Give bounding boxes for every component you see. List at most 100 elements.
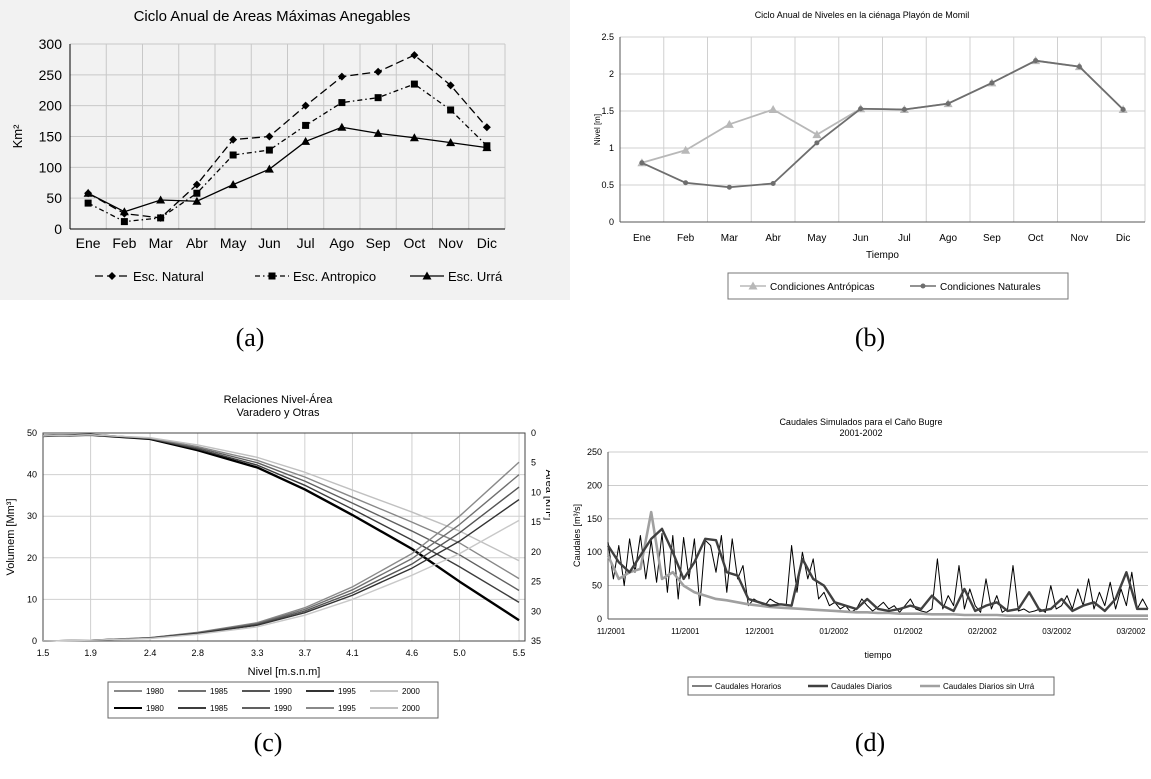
chart-a-xtick-label: Sep xyxy=(366,235,391,251)
chart-a-point xyxy=(157,214,165,222)
chart-c-area-line-2000 xyxy=(42,434,520,562)
chart-c-y2tick-label: 15 xyxy=(531,517,541,527)
chart-b-point xyxy=(1033,58,1039,64)
chart-b-xtick-label: Ene xyxy=(633,233,651,244)
chart-c-xtick-label: 4.1 xyxy=(346,648,359,658)
chart-d-svg: Caudales Simulados para el Caño Bugre200… xyxy=(572,417,1149,696)
chart-c-y2tick-label: 25 xyxy=(531,577,541,587)
chart-b-xlabel: Tiempo xyxy=(866,250,899,261)
chart-c-legend-label: 1995 xyxy=(338,704,356,713)
chart-d-series-line-1 xyxy=(606,527,1148,613)
chart-a-point xyxy=(482,123,491,132)
chart-a-point xyxy=(301,136,311,145)
chart-a-point xyxy=(228,180,238,189)
chart-a-point xyxy=(482,143,492,152)
chart-a-point xyxy=(83,188,93,197)
chart-b-xtick-label: Nov xyxy=(1070,233,1088,244)
chart-c-area-line-1995 xyxy=(42,434,520,580)
chart-d-ytick-label: 0 xyxy=(597,614,602,624)
chart-c-legend-label: 1985 xyxy=(210,687,228,696)
chart-d-xtick-label: 11/2001 xyxy=(671,627,700,636)
chart-c-legend-label: 1990 xyxy=(274,687,292,696)
chart-a-point xyxy=(265,146,273,154)
chart-a-point xyxy=(192,180,201,189)
chart-c-volume-line-2000 xyxy=(42,519,520,642)
chart-c-legend-label: 1985 xyxy=(210,704,228,713)
chart-a-xtick-label: Ene xyxy=(76,235,101,251)
chart-a-point xyxy=(446,81,455,90)
chart-a-xtick-label: Oct xyxy=(403,235,425,251)
chart-c-y2label: Área [km²] xyxy=(543,470,550,521)
chart-b-legend-marker xyxy=(920,283,926,289)
chart-b-point xyxy=(681,145,691,154)
chart-d-xtick-label: 03/2002 xyxy=(1117,627,1146,636)
chart-c-xtick-label: 3.7 xyxy=(299,648,312,658)
chart-a-series-line-0 xyxy=(87,54,488,219)
chart-d-xlabel: tiempo xyxy=(864,650,891,660)
chart-c-ytick-label: 0 xyxy=(32,636,37,646)
chart-b-legend-label: Condiciones Naturales xyxy=(940,282,1041,293)
chart-a-legend-marker xyxy=(108,272,116,280)
chart-a-point xyxy=(84,199,92,207)
chart-c-y2tick-label: 35 xyxy=(531,636,541,646)
chart-c-xtick-label: 3.3 xyxy=(251,648,264,658)
chart-b-point xyxy=(683,180,689,186)
chart-a-point xyxy=(302,121,310,129)
chart-d-ytick-label: 150 xyxy=(587,514,602,524)
chart-b-legend-box xyxy=(727,272,1069,300)
chart-b-title-line-0: Ciclo Anual de Niveles en la ciénaga Pla… xyxy=(755,10,970,20)
chart-d-xtick-label: 11/2001 xyxy=(597,627,626,636)
chart-a-title-line-0: Ciclo Anual de Areas Máximas Anegables xyxy=(134,8,411,25)
chart-b-xtick-label: Feb xyxy=(677,233,695,244)
chart-a-point xyxy=(192,196,202,205)
chart-c-level-area-relations: Relaciones Nivel-Área Varadero y Otras 0 10… xyxy=(0,385,550,725)
chart-c-xtick-label: 4.6 xyxy=(406,648,419,658)
chart-a-xtick-label: Jul xyxy=(297,235,315,251)
chart-a-point xyxy=(410,80,418,88)
chart-b-ytick-label: 2 xyxy=(609,69,614,79)
chart-b-point xyxy=(814,140,820,146)
caption-a: (a) xyxy=(235,323,265,352)
chart-d-ytick-label: 200 xyxy=(587,480,602,490)
chart-a-point xyxy=(229,151,237,159)
chart-a-xtick-label: Mar xyxy=(149,235,173,251)
chart-a-point xyxy=(446,138,456,147)
chart-a-legend-marker xyxy=(422,271,432,280)
chart-b-point xyxy=(989,80,995,86)
chart-c-y2tick-label: 10 xyxy=(531,487,541,497)
chart-a-ytick-label: 0 xyxy=(54,221,62,237)
chart-c-y2tick-label: 0 xyxy=(531,428,536,438)
chart-a-ytick-label: 50 xyxy=(46,190,62,206)
chart-b-xtick-label: Mar xyxy=(721,233,739,244)
chart-a-point xyxy=(301,101,310,110)
chart-c-ytick-label: 30 xyxy=(27,511,37,521)
chart-c-legend-label: 1980 xyxy=(146,687,164,696)
chart-c-area-line-1985 xyxy=(42,434,520,603)
chart-d-xtick-label: 01/2002 xyxy=(819,627,848,636)
chart-b-ytick-label: 1 xyxy=(609,143,614,153)
chart-a-ytick-label: 100 xyxy=(39,159,63,175)
chart-b-svg: Ciclo Anual de Niveles en la ciénaga Pla… xyxy=(593,10,1146,300)
chart-b-ylabel: Nivel [m] xyxy=(593,114,602,145)
chart-a-xtick-label: Nov xyxy=(438,235,463,251)
chart-b-point xyxy=(858,106,864,112)
chart-b-point xyxy=(1076,64,1082,70)
chart-b-xtick-label: Abr xyxy=(765,233,781,244)
chart-a-point xyxy=(229,135,238,144)
chart-a-point xyxy=(156,195,166,204)
chart-b-point xyxy=(726,184,732,190)
chart-c-volume-line-1990 xyxy=(42,486,520,642)
chart-b-ytick-label: 0 xyxy=(609,217,614,227)
chart-b-point xyxy=(639,160,645,166)
chart-a-xtick-label: Feb xyxy=(112,235,136,251)
chart-b-xtick-label: Ago xyxy=(939,233,957,244)
chart-a-point xyxy=(264,164,274,173)
chart-c-legend-label: 1990 xyxy=(274,704,292,713)
chart-d-legend-box xyxy=(687,676,1055,696)
chart-c-y2tick-label: 30 xyxy=(531,606,541,616)
chart-d-ytick-label: 50 xyxy=(592,581,602,591)
chart-a-point xyxy=(373,128,383,137)
chart-a-point xyxy=(447,106,455,114)
chart-d-legend-label: Caudales Diarios sin Urrá xyxy=(943,682,1035,691)
chart-b-point xyxy=(770,181,776,187)
